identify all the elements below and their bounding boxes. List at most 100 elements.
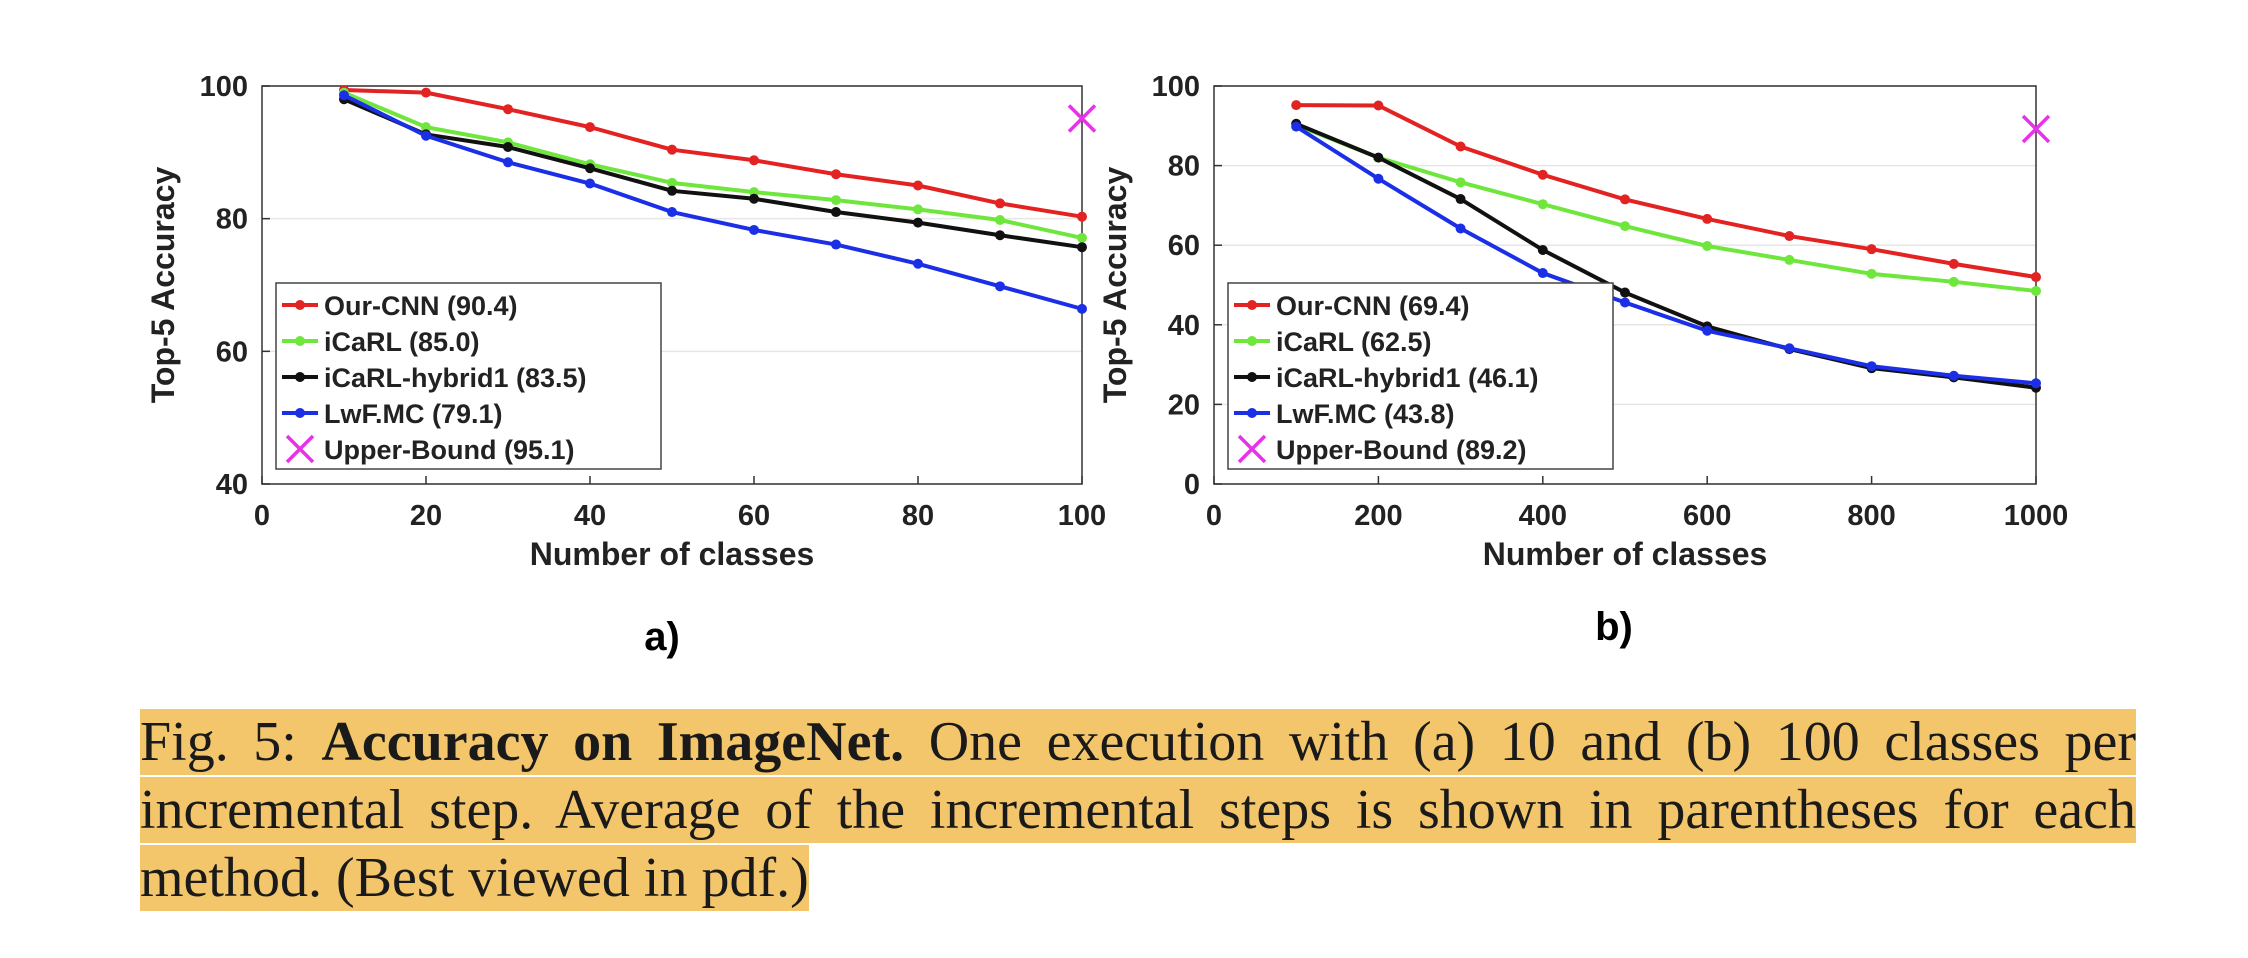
data-point bbox=[421, 122, 431, 133]
data-point bbox=[1455, 223, 1466, 234]
series-line bbox=[343, 90, 1083, 240]
series-line bbox=[343, 87, 1083, 219]
figure-charts: a) 0 20 40 60 80 100 40 60 80 100 Number of classe… bbox=[145, 71, 2068, 659]
legend-entry: iCaRL-hybrid1 (46.1) bbox=[1276, 363, 1539, 393]
y-tick-label: 100 bbox=[1152, 71, 1200, 103]
marker-stroke bbox=[2021, 114, 2051, 144]
series-line bbox=[1296, 103, 2037, 280]
legend-swatch-dot bbox=[1247, 408, 1257, 418]
data-point bbox=[1077, 232, 1087, 243]
data-point bbox=[1620, 221, 1630, 232]
y-tick-label: 80 bbox=[1168, 151, 1200, 183]
data-point bbox=[667, 207, 677, 218]
data-point bbox=[913, 217, 923, 228]
data-point bbox=[913, 180, 923, 191]
panel-b: b) 0 200 400 600 800 1000 0 20 40 60 80 100 Number o… bbox=[1097, 71, 2068, 649]
x-tick-label: 600 bbox=[1683, 500, 1731, 532]
y-tick-label: 60 bbox=[216, 336, 248, 368]
legend-entry: Upper-Bound (89.2) bbox=[1276, 435, 1527, 465]
data-point bbox=[995, 214, 1005, 225]
data-point bbox=[667, 144, 677, 155]
legend-swatch-dot bbox=[295, 336, 305, 346]
legend-entry: Upper-Bound (95.1) bbox=[324, 435, 575, 465]
legend-swatch-dot bbox=[295, 372, 305, 382]
data-point bbox=[339, 90, 349, 101]
data-point bbox=[503, 104, 513, 115]
data-point bbox=[995, 281, 1005, 292]
data-point bbox=[913, 204, 923, 215]
x-tick-label: 40 bbox=[574, 500, 606, 532]
data-point bbox=[1948, 258, 1959, 269]
data-point bbox=[1702, 325, 1713, 336]
data-point bbox=[1537, 244, 1548, 255]
figure-caption: Fig. 5: Accuracy on ImageNet. One execut… bbox=[140, 708, 2136, 912]
legend-swatch-dot bbox=[295, 300, 305, 310]
x-axis-label: Number of classes bbox=[530, 536, 815, 572]
caption-text: One execution with (a) 10 and (b) 100 cl… bbox=[140, 711, 2136, 909]
x-tick-label: 800 bbox=[1847, 500, 1895, 532]
data-point bbox=[421, 87, 431, 98]
data-point bbox=[913, 258, 923, 269]
data-point bbox=[749, 224, 759, 235]
data-point bbox=[1620, 297, 1630, 308]
data-point bbox=[1537, 199, 1548, 210]
panel-label: a) bbox=[644, 615, 680, 659]
legend-entry: LwF.MC (79.1) bbox=[324, 399, 503, 429]
legend-swatch-dot bbox=[1247, 300, 1257, 310]
legend-swatch-dot bbox=[295, 408, 305, 418]
data-point bbox=[1784, 231, 1795, 242]
data-point bbox=[1455, 141, 1466, 152]
legend-entry: Our-CNN (90.4) bbox=[324, 291, 518, 321]
data-point bbox=[1948, 370, 1959, 381]
data-point bbox=[1537, 169, 1548, 180]
data-point bbox=[831, 195, 841, 206]
data-point bbox=[749, 155, 759, 166]
data-point bbox=[749, 193, 759, 204]
data-point bbox=[1455, 177, 1466, 188]
series-line bbox=[343, 93, 1083, 311]
plot-frame bbox=[1213, 85, 2037, 485]
data-point bbox=[421, 130, 431, 141]
legend-marker bbox=[1237, 434, 1267, 464]
data-point bbox=[995, 198, 1005, 209]
data-point bbox=[1784, 254, 1795, 265]
plot-frame bbox=[261, 85, 1083, 485]
data-point bbox=[1291, 100, 1302, 111]
data-point bbox=[831, 169, 841, 180]
caption-prefix: Fig. 5: bbox=[140, 711, 322, 773]
legend-marker bbox=[285, 434, 315, 464]
data-point bbox=[585, 122, 595, 133]
data-point bbox=[1373, 100, 1384, 111]
series-line bbox=[343, 97, 1083, 250]
upper-bound-marker bbox=[1067, 104, 1097, 133]
data-point bbox=[1620, 287, 1630, 298]
data-point bbox=[1866, 361, 1877, 372]
data-point bbox=[831, 239, 841, 250]
x-tick-label: 80 bbox=[902, 500, 934, 532]
y-tick-label: 40 bbox=[216, 469, 248, 501]
legend-swatch-dot bbox=[1247, 336, 1257, 346]
y-tick-label: 60 bbox=[1168, 230, 1200, 262]
data-point bbox=[503, 142, 513, 153]
data-point bbox=[1373, 173, 1384, 184]
x-tick-label: 60 bbox=[738, 500, 770, 532]
y-axis-label: Top-5 Accuracy bbox=[145, 167, 181, 404]
x-tick-label: 1000 bbox=[2004, 500, 2069, 532]
data-point bbox=[1291, 121, 1302, 132]
data-point bbox=[1373, 152, 1384, 163]
upper-bound-marker bbox=[2021, 114, 2051, 144]
y-tick-label: 40 bbox=[1168, 310, 1200, 342]
data-point bbox=[995, 230, 1005, 241]
x-tick-label: 100 bbox=[1058, 500, 1106, 532]
x-tick-label: 20 bbox=[410, 500, 442, 532]
data-point bbox=[2031, 378, 2041, 389]
data-point bbox=[667, 185, 677, 196]
x-tick-label: 0 bbox=[1206, 500, 1222, 532]
y-tick-label: 80 bbox=[216, 204, 248, 236]
data-point bbox=[1948, 276, 1959, 287]
x-tick-label: 200 bbox=[1354, 500, 1402, 532]
data-point bbox=[2031, 285, 2041, 296]
data-point bbox=[1077, 211, 1087, 222]
data-point bbox=[1620, 194, 1630, 205]
data-point bbox=[585, 178, 595, 189]
